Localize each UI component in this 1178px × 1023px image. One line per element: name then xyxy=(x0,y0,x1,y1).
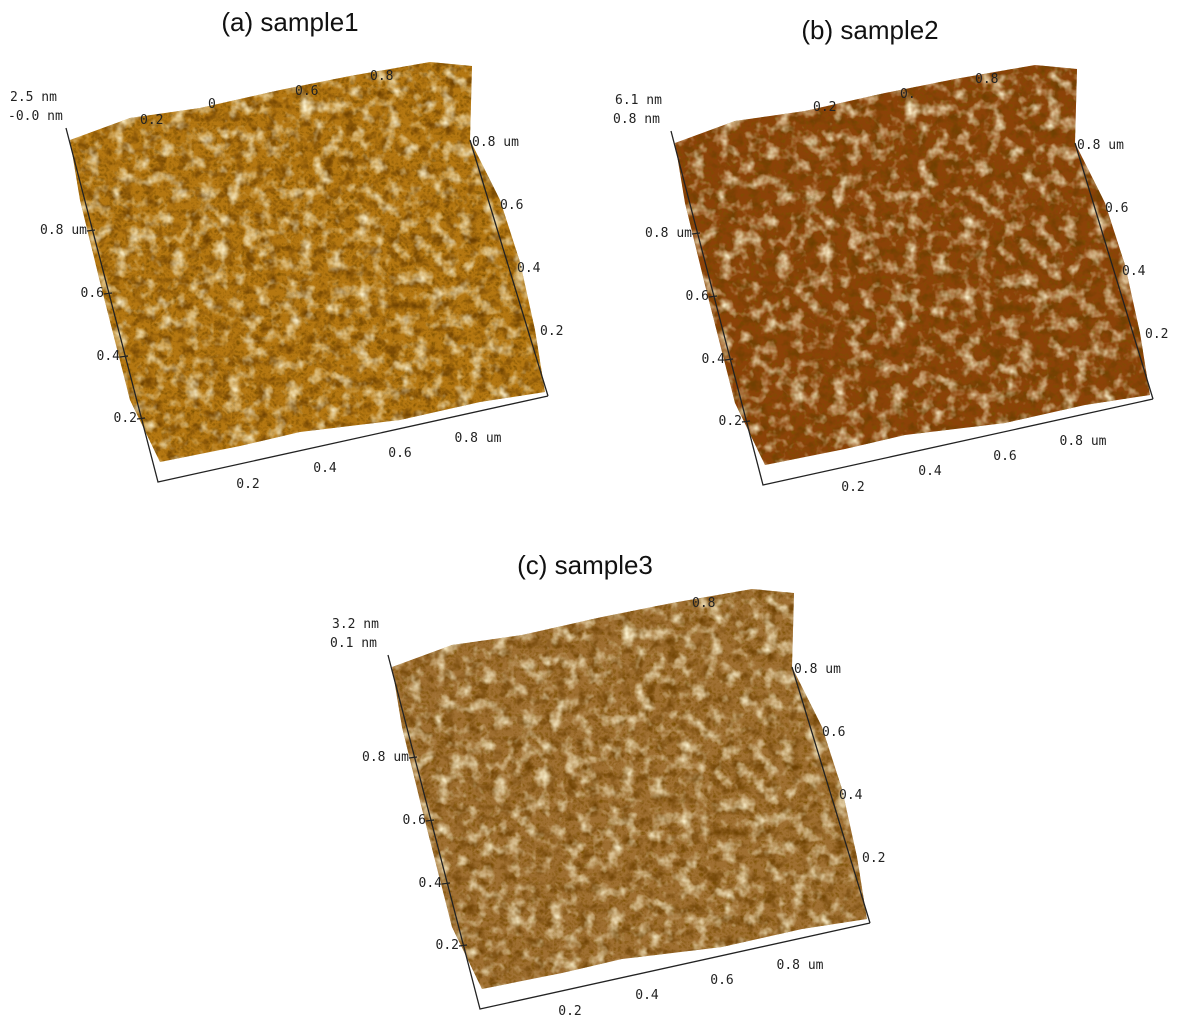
bottom-axis-label: 0.8 um xyxy=(1060,434,1107,449)
right-axis-label: 0.6 xyxy=(1105,201,1128,216)
tick xyxy=(408,756,418,759)
afm-panel: 2.5 nm -0.0 nm 0.8 um 0.6 0.4 0.2 0.2 0.4 0.6 0.8… xyxy=(8,62,563,492)
top-axis-label: 0.8 xyxy=(975,72,998,87)
panel-title: (b) sample2 xyxy=(801,15,938,45)
top-axis-label: 0.6 xyxy=(295,84,318,99)
z-min-label: -0.0 nm xyxy=(8,109,63,124)
panel-title: (a) sample1 xyxy=(221,7,358,37)
axis xyxy=(670,130,1154,486)
right-axis-label: 0.4 xyxy=(517,261,541,276)
tick xyxy=(86,229,96,232)
tick xyxy=(741,420,751,423)
tick xyxy=(458,944,468,947)
tick xyxy=(136,417,146,420)
surface-texture xyxy=(70,62,545,462)
top-axis-label: 0 xyxy=(208,97,216,112)
top-axis-label: 0.2 xyxy=(140,113,163,128)
panel-title: (c) sample3 xyxy=(517,550,653,580)
axis xyxy=(387,654,871,1010)
bottom-axis-label: 0.4 xyxy=(313,461,337,476)
bottom-axis-label: 0.2 xyxy=(841,480,864,495)
left-axis-label: 0.8 um xyxy=(362,750,409,765)
left-axis-label: 0.6 xyxy=(686,289,709,304)
bottom-axis-label: 0.8 um xyxy=(455,431,502,446)
tick xyxy=(691,232,701,235)
tick xyxy=(441,882,451,885)
bottom-axis-label: 0.8 um xyxy=(777,958,824,973)
left-axis-label: 0.8 um xyxy=(40,223,87,238)
right-axis-label: 0.8 um xyxy=(794,662,841,677)
texture-light xyxy=(392,589,867,989)
z-min-label: 0.1 nm xyxy=(330,636,377,651)
bottom-axis-label: 0.4 xyxy=(635,988,659,1003)
surface-texture xyxy=(675,65,1150,465)
bottom-axis-label: 0.4 xyxy=(918,464,942,479)
right-axis-label: 0.6 xyxy=(500,198,523,213)
tick xyxy=(103,292,113,295)
right-axis-label: 0.2 xyxy=(1145,327,1168,342)
left-axis-label: 0.4 xyxy=(419,876,443,891)
right-axis-label: 0.8 um xyxy=(1077,138,1124,153)
top-axis-label: 0.8 xyxy=(370,69,393,84)
left-axis-label: 0.6 xyxy=(403,813,426,828)
bottom-axis-label: 0.6 xyxy=(388,446,411,461)
z-max-label: 6.1 nm xyxy=(615,93,662,108)
tick xyxy=(119,355,129,358)
surface-texture xyxy=(392,589,867,989)
texture-light xyxy=(70,62,545,462)
axis xyxy=(65,127,549,483)
tick xyxy=(425,819,435,822)
top-axis-label: 0. xyxy=(900,87,916,102)
bottom-axis-label: 0.6 xyxy=(993,449,1016,464)
afm-panel: 6.1 nm 0.8 nm 0.8 um 0.6 0.4 0.2 0.2 0.4 0.6 0.8 … xyxy=(613,65,1168,495)
texture-light xyxy=(675,65,1150,465)
z-min-label: 0.8 nm xyxy=(613,112,660,127)
top-axis-label: 0.8 xyxy=(692,596,715,611)
left-axis-label: 0.8 um xyxy=(645,226,692,241)
left-axis-label: 0.6 xyxy=(81,286,104,301)
right-axis-label: 0.8 um xyxy=(472,135,519,150)
afm-panel: 3.2 nm 0.1 nm 0.8 um 0.6 0.4 0.2 0.2 0.4 0.6 0.8 … xyxy=(330,589,885,1019)
right-axis-label: 0.6 xyxy=(822,725,845,740)
bottom-axis-label: 0.6 xyxy=(710,973,733,988)
left-axis-label: 0.4 xyxy=(702,352,726,367)
left-axis-label: 0.2 xyxy=(114,411,137,426)
z-max-label: 2.5 nm xyxy=(10,90,57,105)
tick xyxy=(708,295,718,298)
top-axis-label: 0.2 xyxy=(813,100,836,115)
right-axis-label: 0.2 xyxy=(862,851,885,866)
right-axis-label: 0.2 xyxy=(540,324,563,339)
right-axis-label: 0.4 xyxy=(839,788,863,803)
bottom-axis-label: 0.2 xyxy=(558,1004,581,1019)
left-axis-label: 0.2 xyxy=(436,938,459,953)
left-axis-label: 0.4 xyxy=(97,349,121,364)
tick xyxy=(724,358,734,361)
bottom-axis-label: 0.2 xyxy=(236,477,259,492)
left-axis-label: 0.2 xyxy=(719,414,742,429)
right-axis-label: 0.4 xyxy=(1122,264,1146,279)
z-max-label: 3.2 nm xyxy=(332,617,379,632)
